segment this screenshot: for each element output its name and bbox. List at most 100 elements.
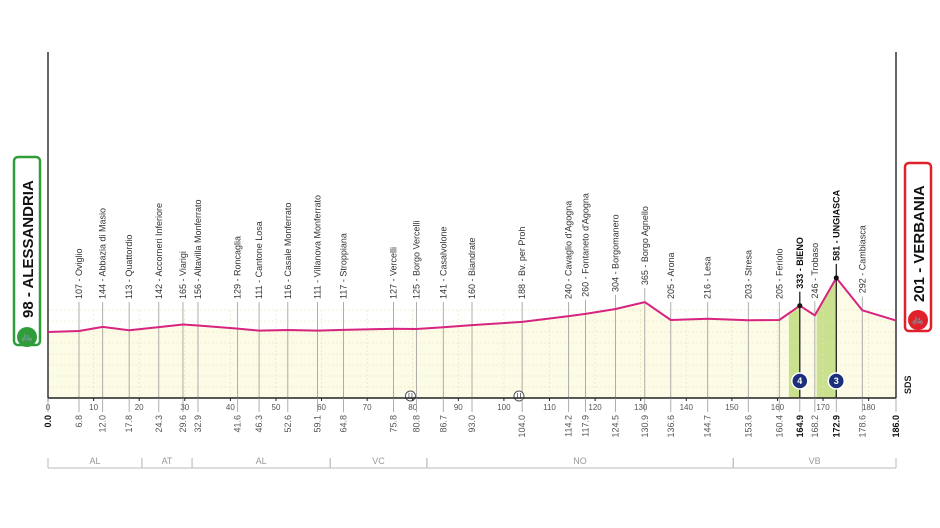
km-label: 114.2 [564, 415, 574, 437]
location-label: 113 - Quattordio [124, 235, 134, 299]
km-label: 172.9 [831, 415, 841, 438]
x-tick-label: 150 [725, 403, 739, 412]
x-tick-label: 110 [543, 403, 556, 412]
credit-logo: SDS [903, 375, 913, 394]
km-label: 186.0 [891, 415, 901, 438]
location-label: 127 - Vercelli [389, 247, 399, 299]
climb-area [816, 277, 837, 398]
x-tick-label: 100 [497, 403, 511, 412]
km-label: 130.9 [640, 415, 650, 438]
location-label: 246 - Trobaso [810, 243, 820, 299]
km-label: 144.7 [703, 415, 713, 438]
location-label: 116 - Casale Monferrato [283, 203, 293, 299]
location-label: 117 - Stroppiana [338, 233, 348, 299]
x-tick-label: 80 [408, 403, 417, 412]
location-label: 165 - Viarigi [178, 251, 188, 299]
km-label: 29.6 [178, 415, 188, 433]
location-label: 203 - Stresa [743, 250, 753, 299]
x-tick-label: 160 [771, 403, 785, 412]
km-label: 124.5 [611, 415, 621, 438]
km-label: 168.2 [810, 415, 820, 438]
km-label: 52.6 [283, 415, 293, 433]
km-label: 153.6 [743, 415, 753, 438]
km-label: 160.4 [774, 415, 784, 438]
bicycle-icon [908, 310, 928, 330]
location-label: 156 - Altavilla Monferrato [193, 199, 203, 299]
location-label: 205 - Feriolo [774, 248, 784, 299]
x-tick-label: 40 [226, 403, 235, 412]
province-label: AL [89, 456, 100, 466]
km-label: 32.9 [193, 415, 203, 433]
x-tick-label: 120 [588, 403, 602, 412]
climb-category-badge [827, 372, 846, 390]
location-label: 141 - Casalvolone [438, 226, 448, 299]
km-label: 17.8 [124, 415, 134, 433]
location-label: 365 - Borgo Agnello [640, 206, 650, 285]
km-label: 46.3 [254, 415, 264, 433]
x-tick-label: 30 [180, 403, 189, 412]
location-label: 111 - Cantone Losa [254, 221, 264, 299]
km-label: 12.0 [98, 415, 108, 433]
km-label: 164.9 [795, 415, 805, 438]
province-label: AL [256, 456, 267, 466]
bicycle-icon [17, 327, 37, 347]
km-label: 80.8 [411, 415, 421, 433]
province-label: AT [162, 456, 173, 466]
km-label: 0.0 [43, 415, 53, 428]
x-tick-label: 20 [135, 403, 144, 412]
location-label: 292 - Cambiasca [857, 225, 867, 293]
km-label: 117.9 [581, 415, 591, 437]
profile-line [47, 276, 897, 333]
province-label: NO [573, 456, 587, 466]
x-tick-label: 10 [89, 403, 98, 412]
svg-text:🚲: 🚲 [912, 315, 924, 326]
km-label: 178.6 [857, 415, 867, 438]
location-label: 144 - Abbazia di Masio [98, 208, 108, 299]
location-label: 240 - Cavaglio d'Agogna [564, 201, 574, 299]
location-label: 107 - Oviglio [74, 248, 84, 299]
location-label: 581 - UNGIASCA [831, 189, 841, 261]
km-label: 93.0 [467, 415, 477, 433]
km-label: 104.0 [517, 415, 527, 438]
climb-category-badge [791, 372, 809, 390]
climb-category-number: 3 [834, 376, 839, 386]
x-tick-label: 170 [816, 403, 830, 412]
summit-dot [797, 303, 803, 309]
km-label: 86.7 [438, 415, 448, 433]
finish-badge: 🚲 201 - VERBANIA [903, 161, 933, 333]
location-label: 205 - Arona [666, 252, 676, 299]
km-label: 41.6 [233, 415, 243, 433]
km-label: 136.6 [666, 415, 676, 438]
location-label: 160 - Biandrate [467, 237, 477, 299]
province-label: VB [809, 456, 821, 466]
x-tick-label: 180 [862, 403, 876, 412]
location-label: 142 - Accorneri Inferiore [154, 203, 164, 299]
location-label: 216 - Lesa [703, 256, 713, 299]
x-tick-label: 70 [363, 403, 372, 412]
x-tick-label: 130 [634, 403, 648, 412]
location-label: 188 - Bv. per Proh [517, 227, 527, 299]
km-label: 59.1 [312, 415, 322, 433]
summit-dot [833, 275, 839, 281]
km-label: 75.8 [389, 415, 399, 433]
finish-label: 201 - VERBANIA [911, 185, 928, 302]
location-label: 260 - Fontaneto d'Agogna [581, 193, 591, 297]
location-label: 333 - BIENO [795, 237, 805, 289]
km-label: 6.8 [74, 415, 84, 428]
x-tick-label: 140 [680, 403, 694, 412]
province-label: VC [372, 456, 385, 466]
location-label: 125 - Borgo Vercelli [411, 220, 421, 299]
svg-text:🚲: 🚲 [21, 332, 33, 343]
x-tick-label: 50 [272, 403, 281, 412]
x-tick-label: 90 [454, 403, 463, 412]
km-label: 24.3 [154, 415, 164, 433]
km-label: 64.8 [338, 415, 348, 433]
location-label: 111 - Villanova Monferrato [312, 195, 322, 299]
climb-category-number: 4 [797, 376, 802, 386]
location-label: 129 - Roncaglia [233, 236, 243, 299]
start-badge: 🚲 98 - ALESSANDRIA [12, 155, 42, 347]
location-label: 304 - Borgomanero [611, 214, 621, 292]
start-label: 98 - ALESSANDRIA [20, 180, 37, 318]
sprint-icon [404, 390, 416, 402]
